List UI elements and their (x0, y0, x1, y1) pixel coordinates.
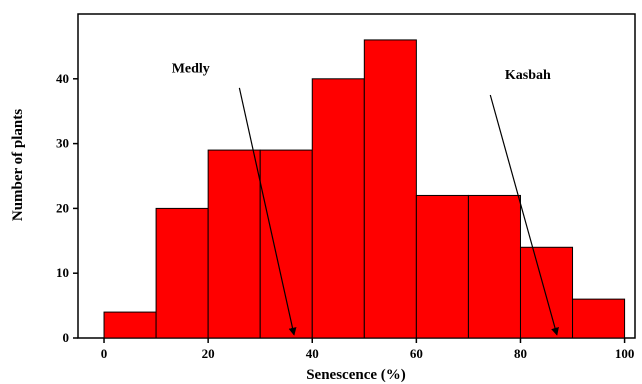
histogram-bar (259, 149, 313, 339)
x-tick-label: 80 (514, 346, 527, 361)
histogram-bar (363, 39, 417, 339)
bars-group (103, 39, 626, 339)
histogram-bar (572, 298, 626, 339)
y-tick-label: 10 (56, 265, 69, 280)
histogram-bar (155, 207, 209, 339)
x-tick-label: 100 (615, 346, 635, 361)
histogram-bar (467, 194, 521, 339)
annotation-label: Medly (172, 61, 210, 76)
histogram-bar (415, 194, 469, 339)
x-axis: 0 20 40 60 80 100 (101, 338, 635, 361)
x-axis-title: Senescence (%) (306, 367, 406, 383)
histogram-bar (103, 311, 157, 339)
y-tick-label: 0 (63, 330, 70, 345)
annotations-group: Medly Kasbah (172, 61, 559, 336)
x-tick-label: 60 (410, 346, 423, 361)
y-axis: 0 10 20 30 40 (56, 71, 78, 345)
x-tick-label: 20 (202, 346, 215, 361)
histogram-bar (519, 246, 574, 339)
y-tick-label: 40 (56, 71, 69, 86)
annotation-arrow (489, 94, 559, 336)
y-axis-title: Number of plants (10, 109, 26, 221)
histogram-bar (311, 78, 365, 339)
annotation-label: Kasbah (505, 68, 551, 83)
y-tick-label: 30 (56, 136, 69, 151)
x-tick-label: 0 (101, 346, 108, 361)
y-tick-label: 20 (56, 200, 69, 215)
annotation-arrow (238, 87, 297, 336)
histogram-bar (207, 149, 261, 339)
x-tick-label: 40 (306, 346, 319, 361)
